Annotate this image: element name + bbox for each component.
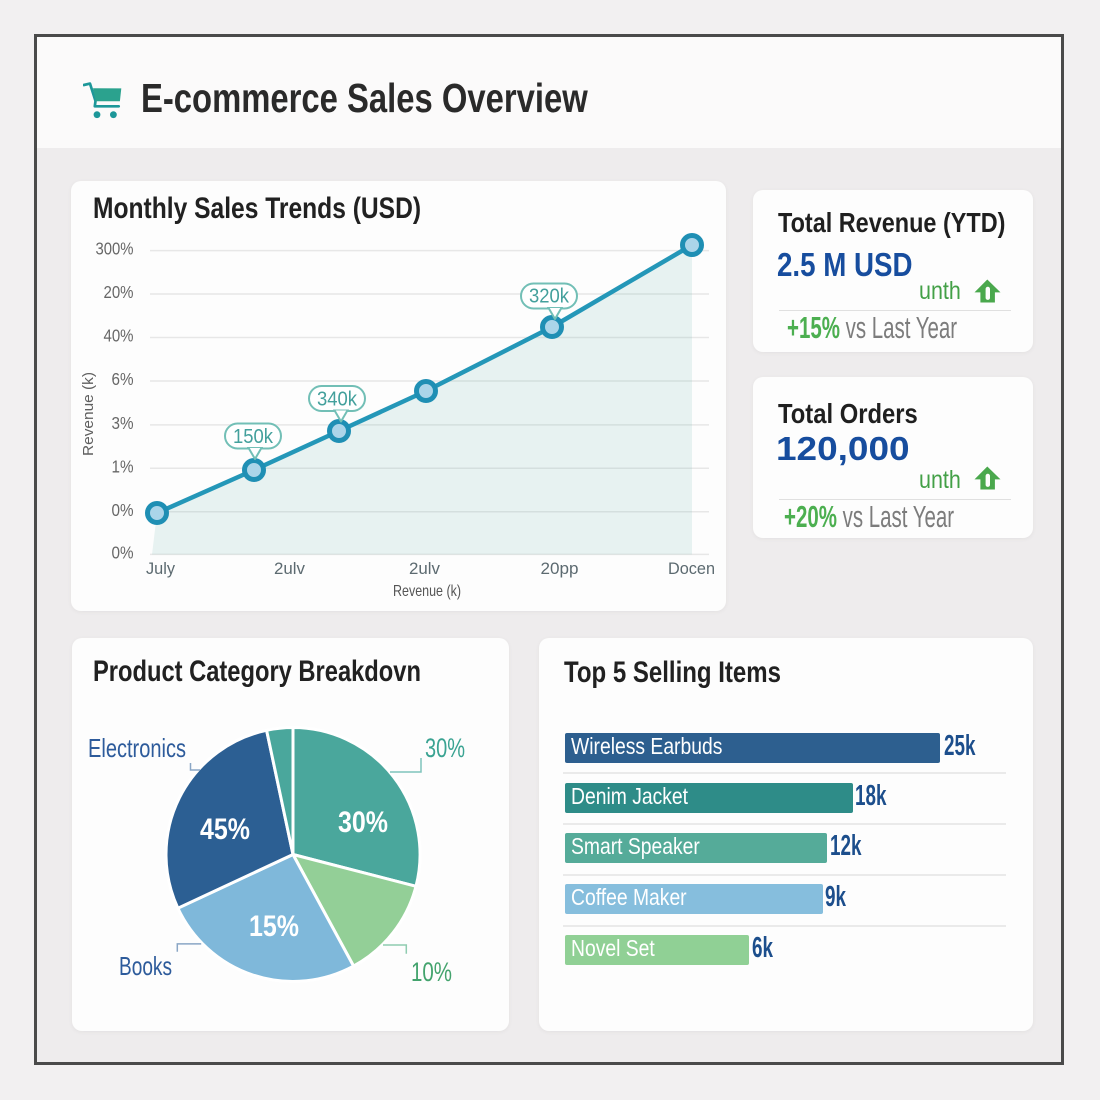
svg-text:30%: 30% <box>425 733 465 763</box>
svg-text:40%: 40% <box>104 326 134 346</box>
svg-text:6%: 6% <box>112 369 134 389</box>
svg-text:2ulv: 2ulv <box>409 560 441 578</box>
svg-text:Docen: Docen <box>668 560 715 578</box>
svg-text:10%: 10% <box>411 957 452 987</box>
svg-text:July: July <box>146 560 176 578</box>
svg-text:320k: 320k <box>529 286 570 308</box>
svg-text:45%: 45% <box>200 813 250 846</box>
svg-text:340k: 340k <box>317 389 358 411</box>
svg-text:0%: 0% <box>112 500 134 520</box>
svg-text:Books: Books <box>119 951 172 981</box>
svg-text:20%: 20% <box>104 282 134 302</box>
svg-text:2ulv: 2ulv <box>274 560 306 578</box>
svg-text:Electronics: Electronics <box>88 733 186 763</box>
svg-text:150k: 150k <box>233 426 274 448</box>
svg-text:300%: 300% <box>96 239 134 259</box>
svg-text:30%: 30% <box>338 806 388 839</box>
svg-text:Revenue (k): Revenue (k) <box>80 372 97 456</box>
svg-text:3%: 3% <box>112 413 134 433</box>
svg-text:Revenue (k): Revenue (k) <box>393 583 461 600</box>
svg-text:1%: 1% <box>112 456 134 476</box>
svg-text:15%: 15% <box>249 910 299 943</box>
svg-text:20pp: 20pp <box>541 560 579 578</box>
svg-text:0%: 0% <box>112 542 134 562</box>
